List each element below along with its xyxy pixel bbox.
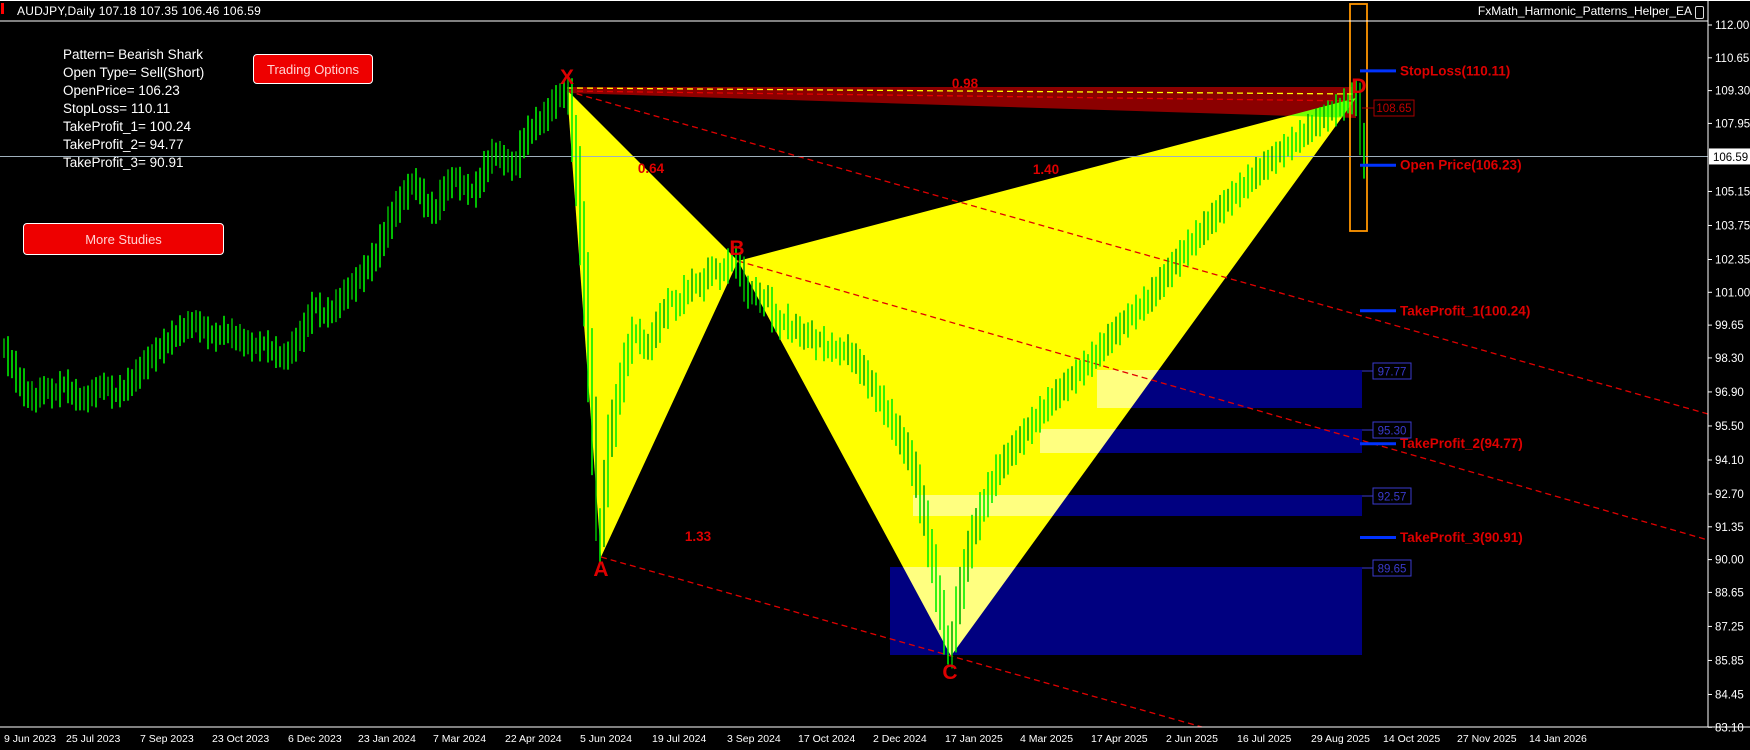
ea-status-icon[interactable] bbox=[1695, 6, 1704, 19]
time-axis-label: 17 Jan 2025 bbox=[945, 733, 1003, 745]
info-stop-loss: StopLoss= 110.11 bbox=[63, 101, 171, 116]
price-axis-label: 103.75 bbox=[1715, 220, 1750, 232]
info-take-profit-3: TakeProfit_3= 90.91 bbox=[63, 155, 184, 170]
time-axis-label: 29 Aug 2025 bbox=[1311, 733, 1370, 745]
candles bbox=[3, 77, 1365, 669]
pattern-point-c: C bbox=[942, 661, 957, 684]
current-price-tag bbox=[1709, 148, 1750, 165]
price-axis-label: 99.65 bbox=[1715, 320, 1744, 332]
zone-label-box bbox=[1372, 421, 1412, 439]
time-axis-label: 25 Jul 2023 bbox=[66, 733, 120, 745]
pattern-point-x: X bbox=[560, 66, 574, 89]
info-take-profit-2: TakeProfit_2= 94.77 bbox=[63, 137, 184, 152]
zone-price-label: 92.57 bbox=[1378, 492, 1407, 504]
time-axis-label: 7 Sep 2023 bbox=[140, 733, 194, 745]
price-axis-label: 107.95 bbox=[1715, 118, 1750, 130]
ratio-label: 0.64 bbox=[638, 161, 665, 176]
zone-price-label: 97.77 bbox=[1378, 367, 1407, 379]
info-take-profit-1: TakeProfit_1= 100.24 bbox=[63, 119, 191, 134]
trade-level-label: StopLoss(110.11) bbox=[1400, 63, 1510, 78]
symbol-title: AUDJPY,Daily 107.18 107.35 106.46 106.59 bbox=[17, 4, 261, 18]
price-axis-label: 110.65 bbox=[1715, 53, 1749, 65]
time-axis-label: 19 Jul 2024 bbox=[652, 733, 706, 745]
price-axis-label: 109.30 bbox=[1715, 86, 1750, 98]
time-axis-label: 5 Jun 2024 bbox=[580, 733, 632, 745]
time-axis-label: 27 Nov 2025 bbox=[1457, 733, 1517, 745]
time-axis-label: 2 Dec 2024 bbox=[873, 733, 927, 745]
price-axis-label: 87.25 bbox=[1715, 621, 1744, 633]
time-axis-label: 23 Jan 2024 bbox=[358, 733, 416, 745]
pattern-dashed-line bbox=[600, 556, 1203, 728]
price-axis-label: 83.10 bbox=[1715, 722, 1744, 734]
time-axis-label: 6 Dec 2023 bbox=[288, 733, 342, 745]
time-axis-label: 9 Jun 2023 bbox=[4, 733, 56, 745]
price-axis-label: 84.45 bbox=[1715, 689, 1744, 701]
price-axis-label: 91.35 bbox=[1715, 522, 1744, 534]
d-label-box bbox=[1373, 99, 1415, 117]
info-open-price: OpenPrice= 106.23 bbox=[63, 83, 180, 98]
trade-level-label: TakeProfit_1(100.24) bbox=[1400, 303, 1530, 318]
price-axis-label: 90.00 bbox=[1715, 555, 1744, 567]
price-axis-label: 101.00 bbox=[1715, 287, 1750, 299]
ratio-label: 0.98 bbox=[952, 76, 979, 91]
trade-level-label: Open Price(106.23) bbox=[1400, 158, 1522, 173]
ratio-label: 1.40 bbox=[1033, 162, 1059, 177]
time-axis-label: 2 Jun 2025 bbox=[1166, 733, 1218, 745]
current-price-value: 106.59 bbox=[1713, 152, 1748, 164]
zone-label-box bbox=[1372, 559, 1412, 577]
price-axis-label: 94.10 bbox=[1715, 455, 1744, 467]
ratio-label: 1.33 bbox=[685, 529, 712, 544]
pattern-dashed-line bbox=[737, 260, 1709, 541]
time-axis-label: 14 Oct 2025 bbox=[1383, 733, 1440, 745]
current-candle-highlight-box bbox=[1349, 3, 1368, 232]
d-price-label: 108.65 bbox=[1376, 103, 1411, 115]
pattern-info-panel: Pattern= Bearish Shark Open Type= Sell(S… bbox=[63, 46, 204, 172]
xd-price-band bbox=[567, 87, 1356, 118]
time-axis-label: 17 Oct 2024 bbox=[798, 733, 855, 745]
zone-label-box bbox=[1372, 362, 1412, 380]
trading-options-button[interactable]: Trading Options bbox=[253, 54, 373, 84]
price-axis-label: 88.65 bbox=[1715, 587, 1744, 599]
time-axis-label: 22 Apr 2024 bbox=[505, 733, 562, 745]
pattern-triangle bbox=[738, 98, 1356, 656]
price-axis-label: 96.90 bbox=[1715, 387, 1744, 399]
time-axis-label: 14 Jan 2026 bbox=[1529, 733, 1587, 745]
info-pattern: Pattern= Bearish Shark bbox=[63, 47, 203, 62]
price-axis-label: 95.50 bbox=[1715, 421, 1744, 433]
pattern-dashed-line bbox=[566, 90, 1709, 415]
price-axis-label: 105.15 bbox=[1715, 186, 1750, 198]
price-axis-label: 98.30 bbox=[1715, 353, 1744, 365]
time-axis-label: 17 Apr 2025 bbox=[1091, 733, 1148, 745]
pattern-point-a: A bbox=[593, 558, 608, 581]
price-axis-label: 85.85 bbox=[1715, 655, 1744, 667]
ea-name-label: FxMath_Harmonic_Patterns_Helper_EA bbox=[1477, 4, 1692, 18]
time-axis-label: 23 Oct 2023 bbox=[212, 733, 269, 745]
price-axis-label: 102.35 bbox=[1715, 254, 1750, 266]
time-axis-label: 4 Mar 2025 bbox=[1020, 733, 1073, 745]
time-axis-label: 16 Jul 2025 bbox=[1237, 733, 1291, 745]
pattern-dashed-line bbox=[566, 87, 1357, 95]
info-open-type: Open Type= Sell(Short) bbox=[63, 65, 205, 80]
trade-level-label: TakeProfit_2(94.77) bbox=[1400, 436, 1523, 451]
chart-shift-marker bbox=[1, 3, 4, 14]
pattern-point-d: D bbox=[1351, 75, 1366, 98]
more-studies-button[interactable]: More Studies bbox=[23, 223, 224, 255]
price-axis-label: 92.70 bbox=[1715, 489, 1744, 501]
time-axis-label: 3 Sep 2024 bbox=[727, 733, 781, 745]
pattern-dashed-line bbox=[566, 90, 1357, 102]
zone-label-box bbox=[1372, 487, 1412, 505]
zone-price-label: 89.65 bbox=[1378, 564, 1407, 576]
trade-level-label: TakeProfit_3(90.91) bbox=[1400, 530, 1523, 545]
zone-price-label: 95.30 bbox=[1378, 426, 1407, 438]
pattern-point-b: B bbox=[729, 237, 744, 260]
price-axis-label: 112.00 bbox=[1715, 20, 1749, 32]
time-axis-label: 7 Mar 2024 bbox=[433, 733, 486, 745]
